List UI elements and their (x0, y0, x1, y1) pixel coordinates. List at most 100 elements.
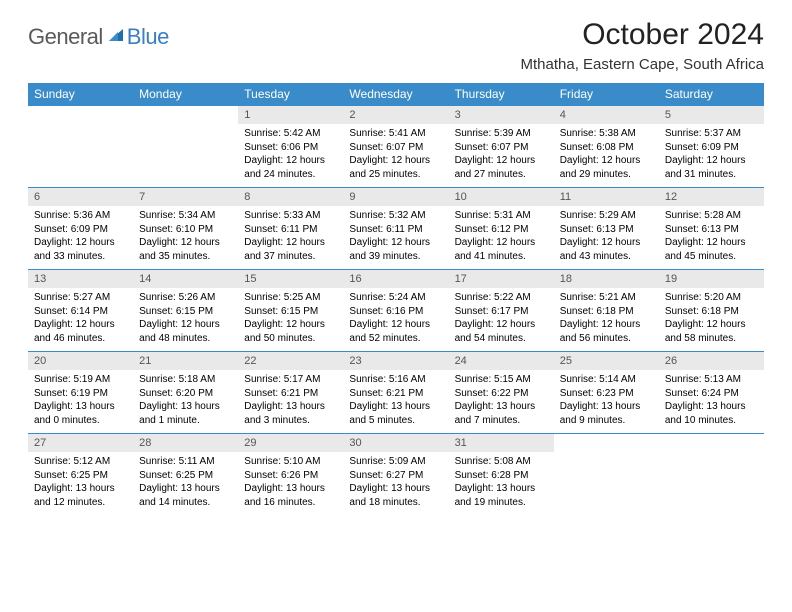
daylight-text: Daylight: 12 hours and 43 minutes. (560, 236, 653, 263)
day-detail-cell: Sunrise: 5:17 AMSunset: 6:21 PMDaylight:… (238, 370, 343, 434)
daylight-text: Daylight: 12 hours and 31 minutes. (665, 154, 758, 181)
weekday-header: Wednesday (343, 83, 448, 106)
sunrise-text: Sunrise: 5:15 AM (455, 373, 548, 387)
sunrise-text: Sunrise: 5:39 AM (455, 127, 548, 141)
day-detail-cell: Sunrise: 5:42 AMSunset: 6:06 PMDaylight:… (238, 124, 343, 188)
empty-cell (659, 452, 764, 515)
weekday-header: Tuesday (238, 83, 343, 106)
day-detail-row: Sunrise: 5:27 AMSunset: 6:14 PMDaylight:… (28, 288, 764, 352)
sunset-text: Sunset: 6:15 PM (244, 305, 337, 319)
sunset-text: Sunset: 6:07 PM (455, 141, 548, 155)
day-number-cell: 31 (449, 434, 554, 453)
sunrise-text: Sunrise: 5:36 AM (34, 209, 127, 223)
day-number-cell: 10 (449, 188, 554, 207)
daylight-text: Daylight: 12 hours and 58 minutes. (665, 318, 758, 345)
sunset-text: Sunset: 6:14 PM (34, 305, 127, 319)
day-detail-cell: Sunrise: 5:28 AMSunset: 6:13 PMDaylight:… (659, 206, 764, 270)
sunset-text: Sunset: 6:15 PM (139, 305, 232, 319)
day-detail-cell: Sunrise: 5:24 AMSunset: 6:16 PMDaylight:… (343, 288, 448, 352)
sunset-text: Sunset: 6:13 PM (665, 223, 758, 237)
weekday-header: Saturday (659, 83, 764, 106)
day-number-cell: 1 (238, 106, 343, 125)
day-number-row: 12345 (28, 106, 764, 125)
sunset-text: Sunset: 6:08 PM (560, 141, 653, 155)
day-number-cell: 25 (554, 352, 659, 371)
sunrise-text: Sunrise: 5:38 AM (560, 127, 653, 141)
title-block: October 2024 Mthatha, Eastern Cape, Sout… (521, 18, 764, 73)
sunrise-text: Sunrise: 5:24 AM (349, 291, 442, 305)
day-detail-cell: Sunrise: 5:36 AMSunset: 6:09 PMDaylight:… (28, 206, 133, 270)
daylight-text: Daylight: 13 hours and 14 minutes. (139, 482, 232, 509)
day-detail-cell: Sunrise: 5:21 AMSunset: 6:18 PMDaylight:… (554, 288, 659, 352)
sunset-text: Sunset: 6:11 PM (349, 223, 442, 237)
day-number-cell: 6 (28, 188, 133, 207)
day-detail-cell: Sunrise: 5:13 AMSunset: 6:24 PMDaylight:… (659, 370, 764, 434)
daylight-text: Daylight: 12 hours and 50 minutes. (244, 318, 337, 345)
sunset-text: Sunset: 6:10 PM (139, 223, 232, 237)
daylight-text: Daylight: 12 hours and 48 minutes. (139, 318, 232, 345)
day-number-cell: 7 (133, 188, 238, 207)
day-number-cell: 11 (554, 188, 659, 207)
day-number-cell: 15 (238, 270, 343, 289)
sunrise-text: Sunrise: 5:18 AM (139, 373, 232, 387)
empty-cell (133, 124, 238, 188)
day-number-cell: 21 (133, 352, 238, 371)
sunrise-text: Sunrise: 5:17 AM (244, 373, 337, 387)
daylight-text: Daylight: 12 hours and 37 minutes. (244, 236, 337, 263)
daylight-text: Daylight: 12 hours and 25 minutes. (349, 154, 442, 181)
day-number-cell: 3 (449, 106, 554, 125)
day-detail-cell: Sunrise: 5:18 AMSunset: 6:20 PMDaylight:… (133, 370, 238, 434)
weekday-header: Monday (133, 83, 238, 106)
day-number-row: 6789101112 (28, 188, 764, 207)
day-number-row: 13141516171819 (28, 270, 764, 289)
sunset-text: Sunset: 6:12 PM (455, 223, 548, 237)
day-number-cell: 12 (659, 188, 764, 207)
sunrise-text: Sunrise: 5:13 AM (665, 373, 758, 387)
sunset-text: Sunset: 6:20 PM (139, 387, 232, 401)
daylight-text: Daylight: 13 hours and 7 minutes. (455, 400, 548, 427)
sunrise-text: Sunrise: 5:08 AM (455, 455, 548, 469)
logo-text-general: General (28, 24, 103, 50)
daylight-text: Daylight: 12 hours and 56 minutes. (560, 318, 653, 345)
day-number-cell: 19 (659, 270, 764, 289)
daylight-text: Daylight: 12 hours and 41 minutes. (455, 236, 548, 263)
daylight-text: Daylight: 13 hours and 12 minutes. (34, 482, 127, 509)
day-detail-cell: Sunrise: 5:15 AMSunset: 6:22 PMDaylight:… (449, 370, 554, 434)
sunrise-text: Sunrise: 5:37 AM (665, 127, 758, 141)
day-detail-cell: Sunrise: 5:41 AMSunset: 6:07 PMDaylight:… (343, 124, 448, 188)
day-number-cell: 2 (343, 106, 448, 125)
sunrise-text: Sunrise: 5:14 AM (560, 373, 653, 387)
day-number-row: 2728293031 (28, 434, 764, 453)
day-detail-row: Sunrise: 5:12 AMSunset: 6:25 PMDaylight:… (28, 452, 764, 515)
day-detail-cell: Sunrise: 5:37 AMSunset: 6:09 PMDaylight:… (659, 124, 764, 188)
day-detail-cell: Sunrise: 5:31 AMSunset: 6:12 PMDaylight:… (449, 206, 554, 270)
sunrise-text: Sunrise: 5:27 AM (34, 291, 127, 305)
empty-cell (554, 434, 659, 453)
daylight-text: Daylight: 12 hours and 39 minutes. (349, 236, 442, 263)
sunset-text: Sunset: 6:06 PM (244, 141, 337, 155)
daylight-text: Daylight: 13 hours and 1 minute. (139, 400, 232, 427)
day-detail-row: Sunrise: 5:19 AMSunset: 6:19 PMDaylight:… (28, 370, 764, 434)
day-number-cell: 28 (133, 434, 238, 453)
day-detail-cell: Sunrise: 5:10 AMSunset: 6:26 PMDaylight:… (238, 452, 343, 515)
day-number-cell: 22 (238, 352, 343, 371)
sunrise-text: Sunrise: 5:22 AM (455, 291, 548, 305)
day-detail-cell: Sunrise: 5:09 AMSunset: 6:27 PMDaylight:… (343, 452, 448, 515)
day-detail-cell: Sunrise: 5:11 AMSunset: 6:25 PMDaylight:… (133, 452, 238, 515)
day-number-cell: 20 (28, 352, 133, 371)
sunrise-text: Sunrise: 5:16 AM (349, 373, 442, 387)
day-detail-cell: Sunrise: 5:20 AMSunset: 6:18 PMDaylight:… (659, 288, 764, 352)
daylight-text: Daylight: 13 hours and 3 minutes. (244, 400, 337, 427)
daylight-text: Daylight: 13 hours and 5 minutes. (349, 400, 442, 427)
sunrise-text: Sunrise: 5:10 AM (244, 455, 337, 469)
weekday-header: Sunday (28, 83, 133, 106)
calendar-header-row: SundayMondayTuesdayWednesdayThursdayFrid… (28, 83, 764, 106)
sunset-text: Sunset: 6:13 PM (560, 223, 653, 237)
day-detail-cell: Sunrise: 5:38 AMSunset: 6:08 PMDaylight:… (554, 124, 659, 188)
sunrise-text: Sunrise: 5:28 AM (665, 209, 758, 223)
sunset-text: Sunset: 6:17 PM (455, 305, 548, 319)
month-title: October 2024 (521, 18, 764, 52)
sunset-text: Sunset: 6:21 PM (349, 387, 442, 401)
daylight-text: Daylight: 12 hours and 46 minutes. (34, 318, 127, 345)
sunrise-text: Sunrise: 5:12 AM (34, 455, 127, 469)
